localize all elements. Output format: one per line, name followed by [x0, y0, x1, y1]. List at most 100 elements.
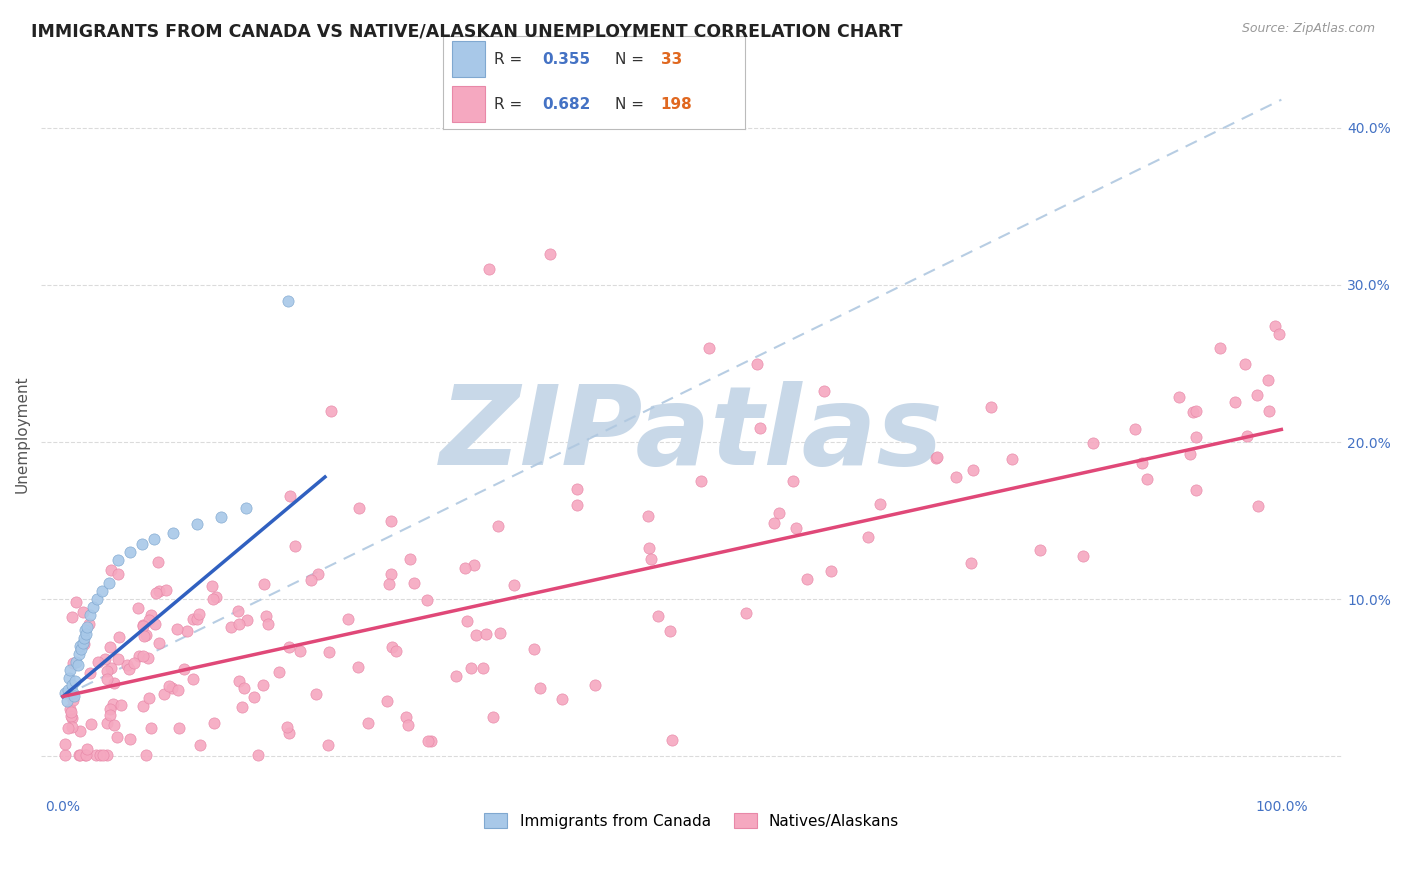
Point — [478, 262, 501, 277]
Point — [689, 474, 711, 488]
Point — [65, 594, 87, 608]
Point — [228, 673, 250, 688]
Point — [1178, 447, 1201, 461]
Point — [475, 627, 498, 641]
Point — [107, 567, 129, 582]
Point — [72, 605, 94, 619]
Text: 0.355: 0.355 — [543, 52, 591, 67]
Point — [59, 663, 82, 677]
Point — [98, 640, 121, 655]
Point — [856, 530, 879, 544]
Point — [226, 604, 249, 618]
Point — [1268, 326, 1291, 341]
Point — [157, 680, 180, 694]
Point — [489, 626, 512, 640]
Point — [460, 661, 482, 675]
Point — [94, 652, 117, 666]
Point — [465, 628, 488, 642]
Point — [357, 715, 380, 730]
Point — [96, 715, 118, 730]
Point — [176, 624, 198, 638]
Point — [73, 747, 96, 762]
Point — [101, 697, 124, 711]
Point — [416, 734, 439, 748]
Point — [76, 620, 98, 634]
Point — [1029, 543, 1052, 558]
Point — [53, 747, 76, 762]
Point — [79, 607, 101, 622]
Point — [75, 626, 97, 640]
Point — [181, 611, 204, 625]
Point — [782, 474, 804, 488]
Point — [73, 632, 96, 646]
Point — [186, 612, 208, 626]
Point — [135, 628, 157, 642]
Point — [107, 652, 129, 666]
Point — [73, 624, 96, 638]
Point — [1257, 374, 1279, 388]
Point — [103, 718, 125, 732]
Point — [1083, 436, 1105, 450]
Point — [60, 720, 83, 734]
Point — [65, 655, 87, 669]
Point — [235, 501, 257, 516]
Point — [62, 693, 84, 707]
Point — [55, 694, 77, 708]
Point — [138, 690, 160, 705]
Point — [124, 656, 146, 670]
Point — [91, 584, 114, 599]
Point — [267, 665, 290, 680]
Point — [59, 706, 82, 720]
Point — [62, 686, 84, 700]
Point — [551, 692, 574, 706]
Point — [63, 690, 86, 704]
Point — [131, 537, 153, 551]
Point — [444, 669, 467, 683]
Point — [647, 608, 669, 623]
Point — [186, 516, 208, 531]
Point — [385, 644, 408, 658]
Point — [276, 720, 298, 734]
Point — [463, 558, 485, 572]
Point — [305, 687, 328, 701]
Text: R =: R = — [495, 52, 527, 67]
Point — [103, 676, 125, 690]
Point — [254, 608, 277, 623]
Point — [96, 664, 118, 678]
Point — [118, 663, 141, 677]
Point — [132, 699, 155, 714]
Point — [277, 726, 299, 740]
Point — [89, 747, 111, 762]
Point — [1264, 319, 1286, 334]
Text: IMMIGRANTS FROM CANADA VS NATIVE/ALASKAN UNEMPLOYMENT CORRELATION CHART: IMMIGRANTS FROM CANADA VS NATIVE/ALASKAN… — [31, 22, 903, 40]
Point — [143, 617, 166, 632]
Point — [56, 683, 79, 698]
Point — [62, 657, 84, 671]
Point — [1185, 483, 1208, 497]
Point — [67, 647, 90, 661]
Point — [583, 678, 606, 692]
Point — [66, 658, 89, 673]
Point — [190, 738, 212, 752]
Point — [86, 592, 108, 607]
Point — [75, 747, 97, 762]
Point — [110, 698, 132, 713]
Point — [1168, 390, 1191, 404]
Point — [73, 637, 96, 651]
Point — [1001, 452, 1024, 467]
Point — [1071, 549, 1094, 563]
Point — [80, 716, 103, 731]
Point — [132, 648, 155, 663]
Point — [141, 721, 163, 735]
Point — [284, 539, 307, 553]
Point — [115, 658, 138, 673]
Point — [1181, 405, 1204, 419]
Text: 0.682: 0.682 — [543, 97, 591, 112]
Point — [70, 642, 93, 657]
Point — [118, 545, 141, 559]
Point — [243, 690, 266, 704]
Point — [167, 683, 190, 698]
Point — [134, 629, 156, 643]
Text: R =: R = — [495, 97, 527, 112]
Point — [228, 617, 250, 632]
